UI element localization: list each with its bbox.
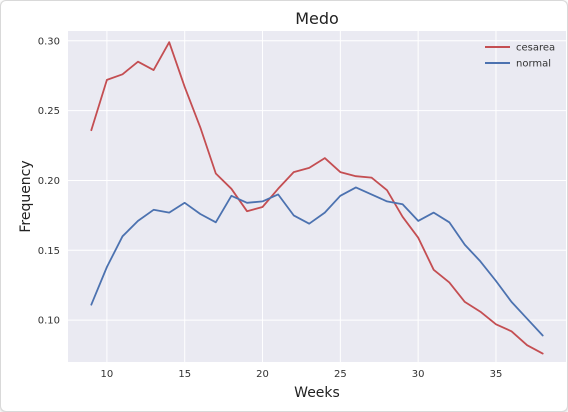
y-tick-label: 0.30	[38, 36, 60, 47]
y-tick-label: 0.10	[38, 316, 60, 327]
y-axis-label: Frequency	[18, 160, 34, 232]
legend: cesarea normal	[485, 43, 555, 70]
y-tick-label: 0.15	[38, 246, 60, 257]
y-tick-label: 0.20	[38, 176, 60, 187]
series-line-cesarea	[90, 41, 544, 355]
legend-label-normal: normal	[516, 59, 551, 70]
x-tick-label: 20	[256, 369, 269, 380]
x-tick-label: 35	[490, 369, 503, 380]
x-axis-label: Weeks	[294, 385, 340, 401]
x-tick-label: 25	[334, 369, 347, 380]
x-tick-label: 30	[412, 369, 425, 380]
plot-area	[68, 31, 566, 362]
x-tick-label: 10	[101, 369, 114, 380]
x-tick-labels: 10 15 20 25 30 35	[101, 369, 503, 380]
legend-label-cesarea: cesarea	[516, 43, 555, 54]
x-tick-label: 15	[178, 369, 191, 380]
series-line-normal	[90, 186, 544, 337]
y-tick-label: 0.25	[38, 106, 60, 117]
y-tick-labels: 0.10 0.15 0.20 0.25 0.30	[38, 36, 60, 326]
series-lines	[90, 41, 544, 355]
chart-title: Medo	[295, 9, 339, 28]
